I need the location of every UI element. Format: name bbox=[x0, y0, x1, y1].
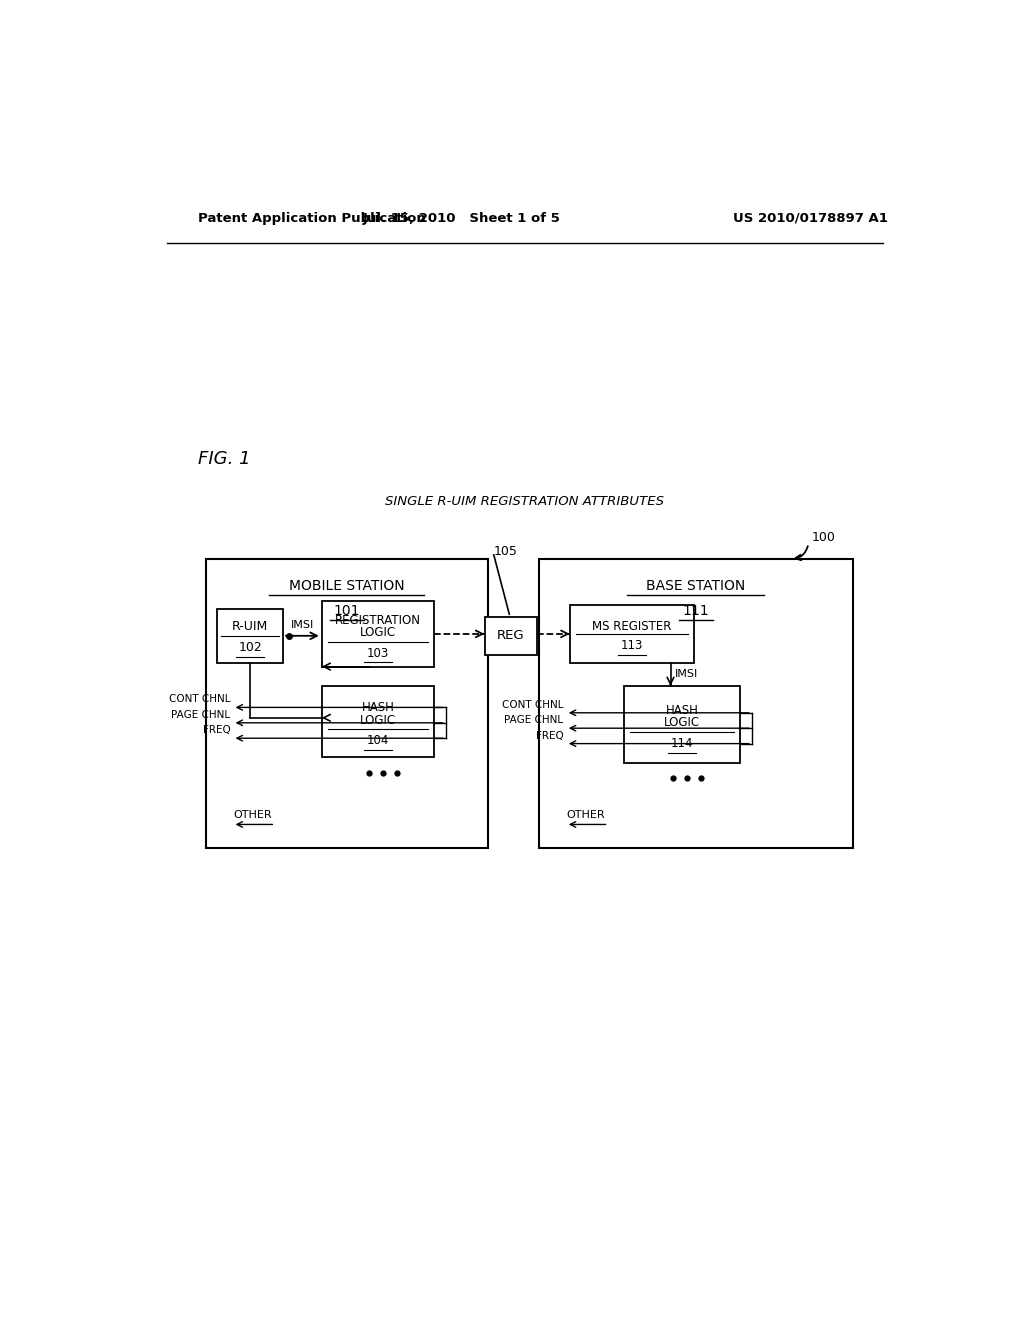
Text: HASH: HASH bbox=[361, 701, 394, 714]
Bar bbox=[569, 605, 693, 663]
Text: LOGIC: LOGIC bbox=[359, 714, 396, 726]
Text: CONT CHNL: CONT CHNL bbox=[502, 700, 563, 710]
Text: 100: 100 bbox=[812, 531, 836, 544]
Text: 103: 103 bbox=[367, 647, 389, 660]
Bar bbox=[322, 686, 434, 758]
Bar bbox=[217, 609, 283, 663]
Text: IMSI: IMSI bbox=[675, 669, 698, 680]
Text: BASE STATION: BASE STATION bbox=[646, 578, 745, 593]
Text: 113: 113 bbox=[621, 639, 643, 652]
Bar bbox=[206, 558, 488, 847]
Text: R-UIM: R-UIM bbox=[232, 620, 268, 634]
Text: LOGIC: LOGIC bbox=[359, 626, 396, 639]
Text: 111: 111 bbox=[682, 605, 709, 618]
Text: HASH: HASH bbox=[666, 704, 698, 717]
Text: 102: 102 bbox=[239, 640, 262, 653]
Text: 101: 101 bbox=[334, 605, 360, 618]
Text: FIG. 1: FIG. 1 bbox=[198, 450, 251, 467]
Text: 114: 114 bbox=[671, 737, 693, 750]
Text: CONT CHNL: CONT CHNL bbox=[169, 694, 230, 705]
Text: REGISTRATION: REGISTRATION bbox=[335, 614, 421, 627]
Text: MOBILE STATION: MOBILE STATION bbox=[289, 578, 404, 593]
Bar bbox=[539, 558, 853, 847]
Text: SINGLE R-UIM REGISTRATION ATTRIBUTES: SINGLE R-UIM REGISTRATION ATTRIBUTES bbox=[385, 495, 665, 508]
Text: LOGIC: LOGIC bbox=[664, 717, 700, 730]
Text: REG: REG bbox=[497, 630, 524, 643]
Text: IMSI: IMSI bbox=[291, 619, 314, 630]
Text: 105: 105 bbox=[494, 545, 518, 557]
Bar bbox=[322, 601, 434, 667]
Text: Patent Application Publication: Patent Application Publication bbox=[198, 213, 426, 224]
Text: OTHER: OTHER bbox=[566, 810, 605, 820]
Bar bbox=[624, 686, 740, 763]
Text: Jul. 15, 2010   Sheet 1 of 5: Jul. 15, 2010 Sheet 1 of 5 bbox=[362, 213, 560, 224]
Text: FREQ: FREQ bbox=[536, 730, 563, 741]
Text: US 2010/0178897 A1: US 2010/0178897 A1 bbox=[732, 213, 888, 224]
Bar bbox=[484, 616, 538, 655]
Text: PAGE CHNL: PAGE CHNL bbox=[171, 710, 230, 719]
Text: PAGE CHNL: PAGE CHNL bbox=[505, 715, 563, 725]
Text: 104: 104 bbox=[367, 734, 389, 747]
Text: MS REGISTER: MS REGISTER bbox=[592, 619, 672, 632]
Text: OTHER: OTHER bbox=[233, 810, 272, 820]
Text: FREQ: FREQ bbox=[203, 725, 230, 735]
